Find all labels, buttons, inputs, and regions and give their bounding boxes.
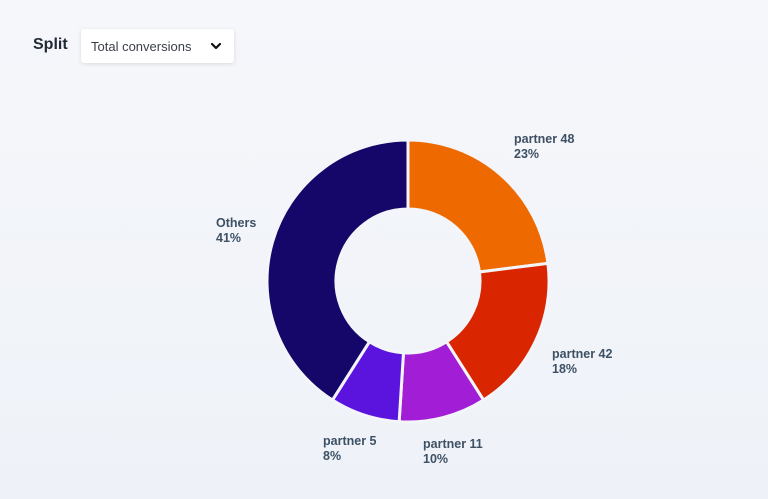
dropdown-selected-value: Total conversions <box>91 38 192 54</box>
slice-percentage: 41% <box>216 231 241 245</box>
slice-label: Others <box>216 216 256 230</box>
slice-percentage: 8% <box>323 449 341 463</box>
slice-partner-42[interactable] <box>445 261 551 402</box>
slice-percentage: 10% <box>423 452 448 466</box>
slice-percentage: 18% <box>552 362 577 376</box>
split-metric-dropdown[interactable]: Total conversions <box>81 29 234 63</box>
slice-partner-48[interactable] <box>406 138 550 274</box>
chevron-down-icon <box>210 42 222 50</box>
split-label: Split <box>33 36 68 53</box>
slice-label: partner 48 <box>514 132 574 146</box>
slice-label: partner 11 <box>423 437 483 451</box>
slice-percentage: 23% <box>514 147 539 161</box>
slice-others[interactable] <box>265 138 410 402</box>
slice-label: partner 42 <box>552 347 612 361</box>
slice-label: partner 5 <box>323 434 377 448</box>
